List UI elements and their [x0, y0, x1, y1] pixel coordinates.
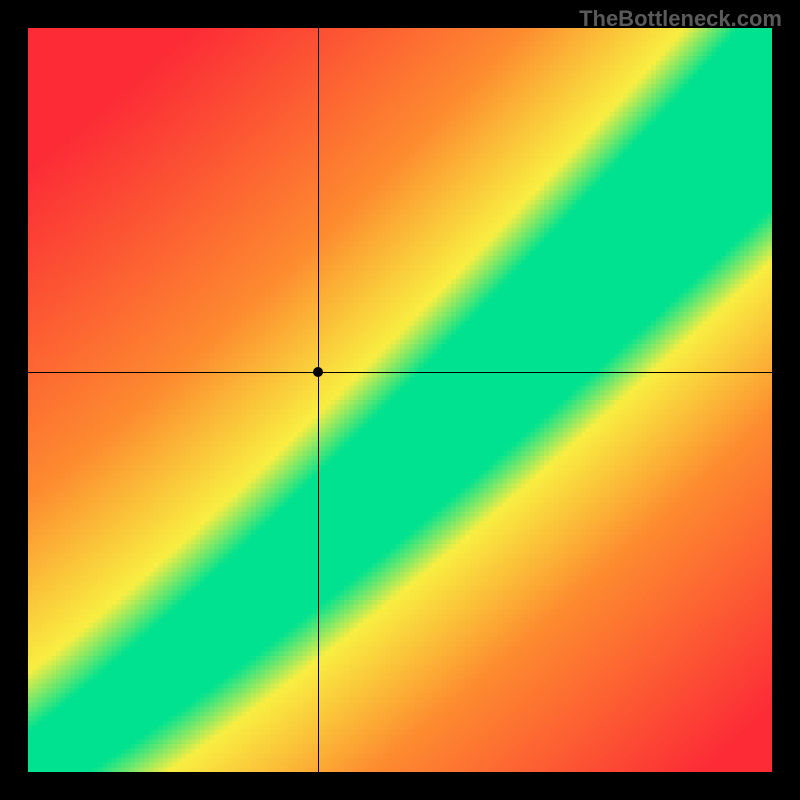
frame-border-left — [0, 0, 28, 800]
frame-border-bottom — [0, 772, 800, 800]
crosshair-vertical — [318, 28, 319, 772]
plot-area — [28, 28, 772, 772]
watermark-text: TheBottleneck.com — [579, 6, 782, 32]
crosshair-horizontal — [28, 372, 772, 373]
frame-border-right — [772, 0, 800, 800]
bottleneck-heatmap — [28, 28, 772, 772]
crosshair-marker — [313, 367, 323, 377]
